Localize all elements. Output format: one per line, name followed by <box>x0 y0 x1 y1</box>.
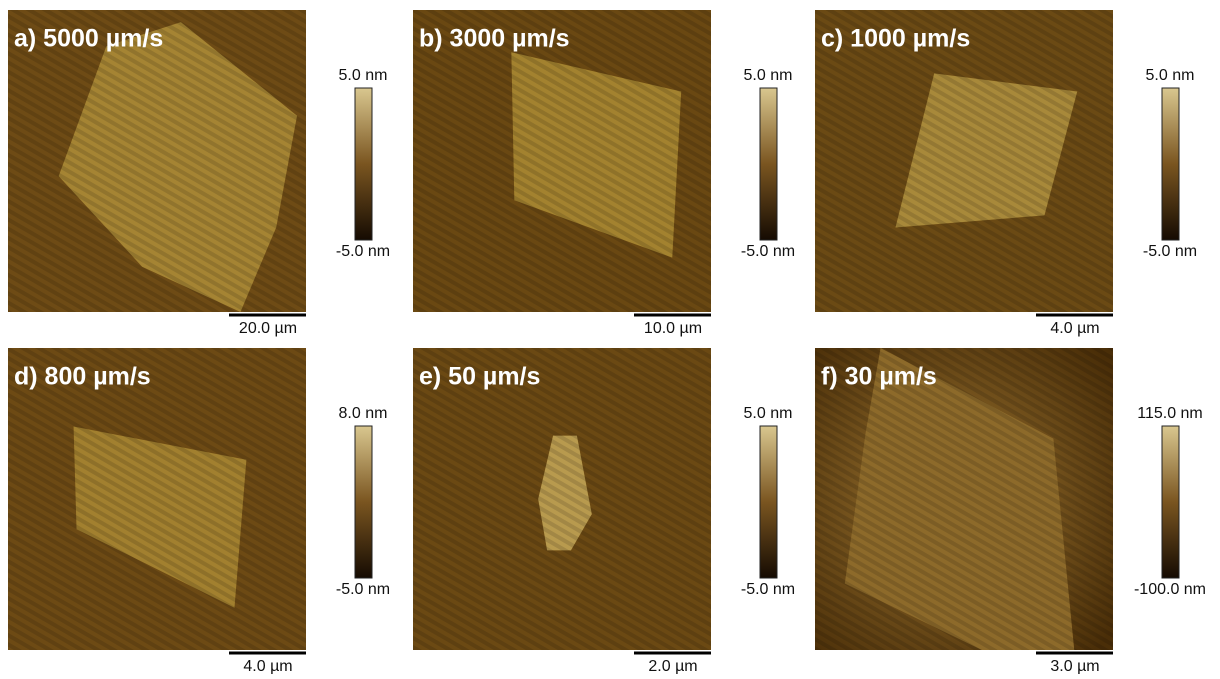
colorbar-max: 5.0 nm <box>744 67 793 84</box>
colorbar <box>1162 426 1179 578</box>
colorbar <box>1162 88 1179 240</box>
colorbar <box>355 426 372 578</box>
scale-bar-label: 20.0 µm <box>239 320 297 337</box>
colorbar-max: 115.0 nm <box>1137 405 1203 422</box>
colorbar <box>760 88 777 240</box>
colorbar-min: -100.0 nm <box>1134 581 1206 598</box>
panel-label: b) 3000 µm/s <box>419 25 570 53</box>
colorbar-min: -5.0 nm <box>741 243 795 260</box>
colorbar-max: 5.0 nm <box>1146 67 1195 84</box>
scale-bar-label: 10.0 µm <box>644 320 702 337</box>
colorbar <box>355 88 372 240</box>
scale-bar-label: 3.0 µm <box>1050 658 1099 674</box>
colorbar-min: -5.0 nm <box>741 581 795 598</box>
panel-label: c) 1000 µm/s <box>821 25 970 53</box>
texture <box>413 10 711 312</box>
page: a) 5000 µm/s 5.0 nm -5.0 nm 20.0 µm b) 3000 … <box>0 0 1220 679</box>
scale-bar-label: 2.0 µm <box>648 658 697 674</box>
colorbar-max: 8.0 nm <box>339 405 388 422</box>
colorbar-min: -5.0 nm <box>336 581 390 598</box>
panel-label: d) 800 µm/s <box>14 363 151 391</box>
texture <box>8 10 306 312</box>
panel-label: f) 30 µm/s <box>821 363 937 391</box>
scale-bar-label: 4.0 µm <box>243 658 292 674</box>
colorbar-min: -5.0 nm <box>1143 243 1197 260</box>
panel-label: e) 50 µm/s <box>419 363 540 391</box>
scale-bar-label: 4.0 µm <box>1050 320 1099 337</box>
texture <box>815 10 1113 312</box>
figure: a) 5000 µm/s 5.0 nm -5.0 nm 20.0 µm b) 3000 … <box>0 0 1220 674</box>
texture <box>8 348 306 650</box>
colorbar-max: 5.0 nm <box>339 67 388 84</box>
panel-label: a) 5000 µm/s <box>14 25 163 53</box>
texture <box>815 348 1113 650</box>
texture <box>413 348 711 650</box>
colorbar <box>760 426 777 578</box>
colorbar-min: -5.0 nm <box>336 243 390 260</box>
colorbar-max: 5.0 nm <box>744 405 793 422</box>
